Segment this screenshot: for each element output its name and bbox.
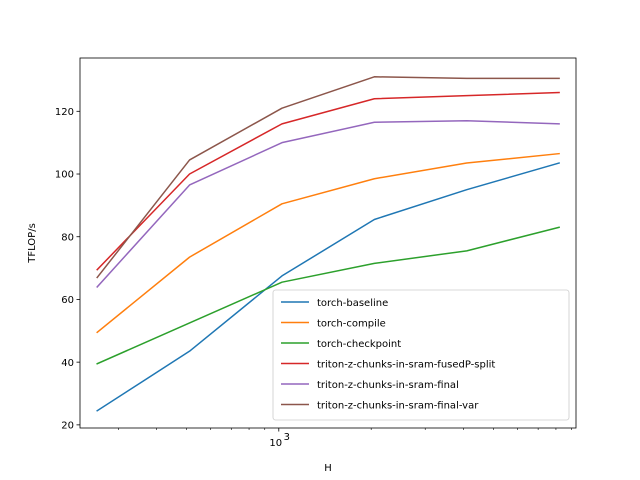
legend-label-triton-z-chunks-in-sram-final-var: triton-z-chunks-in-sram-final-var: [317, 401, 479, 412]
series-line-triton-z-chunks-in-sram-fusedP-split: [96, 91, 560, 271]
plot-frame: [79, 57, 577, 429]
y-tick-label: 80: [61, 232, 74, 243]
series-line-torch-baseline: [96, 162, 561, 412]
legend-label-triton-z-chunks-in-sram-fusedP-split: triton-z-chunks-in-sram-fusedP-split: [317, 360, 495, 371]
y-tick-label: 120: [55, 107, 74, 118]
legend-label-torch-checkpoint: torch-checkpoint: [317, 339, 401, 350]
axis-ticks: 20 40 60 80 100 120 103: [55, 107, 572, 449]
legend-label-torch-baseline: torch-baseline: [317, 298, 388, 309]
x-tick-label: 10: [269, 438, 282, 449]
legend-label-torch-compile: torch-compile: [317, 319, 386, 330]
series-layer: [96, 76, 561, 412]
legend-label-triton-z-chunks-in-sram-final: triton-z-chunks-in-sram-final: [317, 380, 459, 391]
series-line-torch-compile: [96, 152, 560, 334]
x-axis-label: H: [324, 463, 332, 474]
y-axis-label: TFLOP/s: [27, 223, 38, 264]
y-tick-label: 100: [55, 170, 74, 181]
legend-box: [272, 289, 570, 421]
y-tick-label: 60: [61, 295, 74, 306]
legend: torch-baseline torch-compile torch-checkpo…: [272, 289, 570, 421]
series-line-torch-checkpoint: [96, 226, 561, 365]
series-line-triton-z-chunks-in-sram-final-var: [96, 76, 560, 279]
y-tick-label: 20: [61, 420, 74, 431]
series-line-triton-z-chunks-in-sram-final: [96, 119, 560, 288]
y-tick-label: 40: [61, 358, 74, 369]
x-tick-label-exponent: 3: [284, 432, 290, 443]
